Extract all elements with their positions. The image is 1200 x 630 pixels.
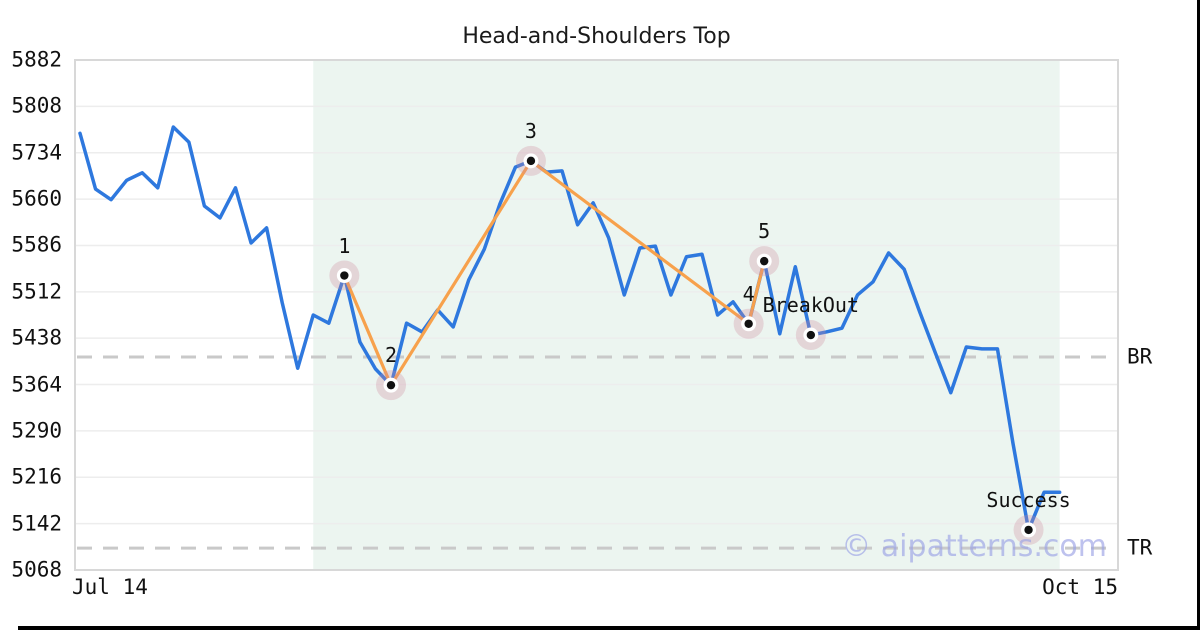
y-tick-label: 5364 bbox=[11, 372, 62, 397]
y-tick-label: 5142 bbox=[11, 511, 62, 536]
y-tick-label: 5068 bbox=[11, 557, 62, 582]
marker-dot-2 bbox=[386, 380, 396, 390]
annotation-label-4: 4 bbox=[742, 281, 755, 306]
y-tick-label: 5290 bbox=[11, 418, 62, 443]
page-edge-bottom bbox=[18, 626, 1200, 630]
marker-dot-4 bbox=[744, 319, 753, 328]
y-tick-label: 5808 bbox=[11, 93, 62, 118]
annotation-label-2: 2 bbox=[384, 343, 398, 368]
price-line bbox=[78, 125, 1062, 532]
annotation-label-3: 3 bbox=[524, 118, 537, 143]
marker-dot-5 bbox=[760, 256, 769, 266]
pattern-region-shading bbox=[313, 61, 1060, 569]
y-tick-label: 5586 bbox=[11, 232, 62, 257]
y-tick-label: 5660 bbox=[11, 186, 62, 211]
x-axis-label-start: Jul 14 bbox=[72, 575, 148, 599]
page-edge-right bbox=[1197, 0, 1200, 630]
annotation-label-BreakOut: BreakOut bbox=[762, 293, 860, 318]
y-tick-label: 5512 bbox=[11, 279, 62, 304]
y-axis-tick-labels: 5882 5808 5734 5660 5586 5512 5438 5364 5290 5216… bbox=[0, 0, 62, 630]
annotation-label-1: 1 bbox=[338, 233, 351, 258]
y-tick-label: 5734 bbox=[11, 140, 62, 165]
marker-dot-Success bbox=[1024, 525, 1033, 535]
plot-border bbox=[74, 59, 1119, 571]
marker-dot-BreakOut bbox=[806, 330, 816, 340]
marker-dot-1 bbox=[340, 271, 349, 280]
marker-dot-3 bbox=[526, 156, 536, 166]
y-tick-label: 5438 bbox=[11, 325, 62, 350]
chart-title: Head-and-Shoulders Top bbox=[462, 24, 731, 49]
hline-label-BR: BR bbox=[1127, 344, 1153, 369]
y-tick-label: 5216 bbox=[11, 464, 62, 489]
y-tick-label: 5882 bbox=[11, 47, 62, 72]
watermark-text: © aipatterns.com bbox=[841, 529, 1107, 564]
x-axis-label-end: Oct 15 bbox=[1042, 575, 1118, 599]
annotation-label-Success: Success bbox=[986, 487, 1071, 512]
annotation-label-5: 5 bbox=[758, 219, 771, 244]
hline-label-TR: TR bbox=[1127, 535, 1153, 560]
